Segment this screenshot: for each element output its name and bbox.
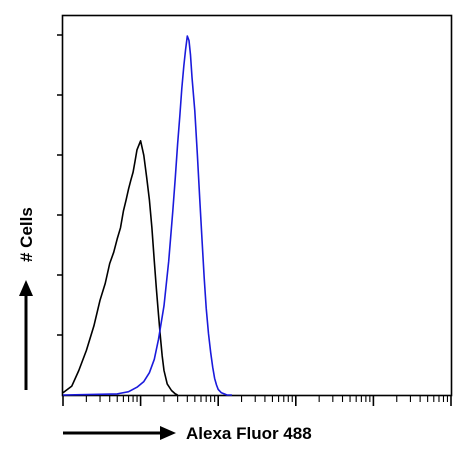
- plot-frame: [61, 14, 453, 397]
- y-axis-arrow-head: [19, 280, 33, 296]
- y-axis-ticks: [57, 34, 63, 336]
- series-layer: [62, 35, 232, 396]
- x-axis-ticks: [62, 395, 452, 406]
- y-axis-label: # Cells: [17, 207, 36, 262]
- x-axis-arrow-head: [160, 426, 176, 440]
- x-axis-label: Alexa Fluor 488: [186, 424, 312, 443]
- series-line-1: [62, 140, 178, 396]
- series-line-2: [62, 35, 232, 396]
